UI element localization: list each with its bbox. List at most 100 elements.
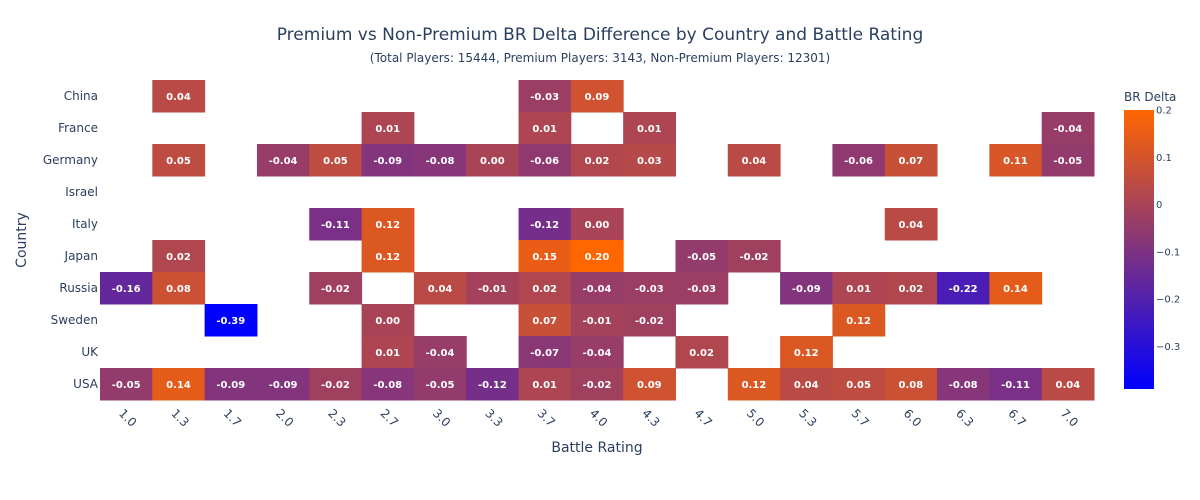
heatmap-cell [1041,368,1095,401]
cell-label: 0.00 [480,156,505,167]
y-tick-label: Germany [43,153,98,167]
heatmap-cell [937,272,990,305]
heatmap-cell [1041,112,1095,145]
heatmap-cell [152,80,206,113]
cell-label: 0.09 [637,380,662,391]
heatmap-cell [780,272,833,305]
cell-label: -0.09 [269,380,298,391]
heatmap-cell [570,368,624,401]
heatmap-cell [727,368,781,401]
heatmap-cell [413,144,467,177]
colorbar-title: BR Delta [1124,90,1176,104]
heatmap-cell [937,368,990,401]
cell-label: 0.04 [1055,380,1080,391]
cell-label: -0.05 [426,380,455,391]
y-tick-label: Israel [65,185,98,199]
x-tick-label: 2.7 [378,406,401,429]
x-tick-label: 1.0 [116,406,139,429]
cell-label: -0.39 [216,316,245,327]
heatmap-cell [361,336,415,369]
x-tick-label: 7.0 [1058,406,1081,429]
cell-label: 0.03 [637,156,662,167]
cell-label: 0.07 [899,156,924,167]
colorbar-ticks: 0.2 0.1 0 −0.1 −0.2 −0.3 [1156,106,1180,353]
cell-label: -0.02 [583,380,612,391]
cell-label: 0.08 [166,284,191,295]
x-tick-label: 5.3 [796,406,819,429]
heatmap-cell [727,240,781,273]
heatmap-cell [570,208,624,241]
cell-label: -0.02 [740,252,769,263]
y-tick-label: France [58,121,98,135]
cell-label: 0.04 [428,284,453,295]
x-tick-label: 4.3 [639,406,662,429]
cell-label: -0.05 [687,252,716,263]
y-tick-label: UK [81,345,99,359]
cell-label: -0.06 [530,156,559,167]
heatmap-cell [832,272,886,305]
cell-label: -0.04 [426,348,455,359]
heatmap-cell [361,240,415,273]
cell-label: -0.12 [478,380,507,391]
y-tick-label: Sweden [51,313,98,327]
cell-label: 0.05 [166,156,191,167]
heatmap-cell [623,368,676,401]
heatmap-cell [466,272,520,305]
cell-label: 0.02 [899,284,924,295]
cell-label: -0.05 [112,380,141,391]
x-tick-label: 1.3 [168,406,191,429]
cell-label: 0.12 [375,220,400,231]
x-tick-label: 4.0 [587,406,610,429]
heatmap-cell [832,304,886,337]
heatmap-cell [1041,144,1095,177]
x-tick-label: 3.3 [482,406,505,429]
cell-label: -0.02 [321,380,350,391]
cell-label: 0.04 [166,92,191,103]
colorbar-tick-label: −0.1 [1156,247,1180,258]
cell-label: 0.11 [1003,156,1028,167]
cell-label: 0.09 [585,92,610,103]
y-axis-ticks: China France Germany Israel Italy Japan Russia… [43,89,99,391]
cell-label: -0.08 [426,156,455,167]
heatmap-cell [884,368,938,401]
cell-label: 0.01 [532,380,557,391]
cell-label: 0.02 [532,284,557,295]
heatmap-cell [413,368,467,401]
cell-label: 0.01 [637,124,662,135]
chart-title: Premium vs Non-Premium BR Delta Differen… [277,25,924,45]
cell-label: 0.14 [166,380,191,391]
heatmap-cell [413,272,467,305]
cell-label: -0.07 [530,348,559,359]
heatmap-cell [466,144,520,177]
heatmap-cell [518,336,572,369]
cell-label: -0.04 [1053,124,1082,135]
cell-label: 0.01 [532,124,557,135]
heatmap-cell [570,144,624,177]
y-axis-title: Country [14,212,30,268]
cell-label: 0.04 [794,380,819,391]
heatmap-cell [152,272,206,305]
heatmap-cell [518,112,572,145]
cell-label: -0.16 [112,284,141,295]
cell-label: 0.04 [899,220,924,231]
heatmap-cell [309,208,363,241]
heatmap-cell [100,272,153,305]
cell-label: -0.12 [530,220,559,231]
x-tick-label: 5.0 [744,406,767,429]
heatmap-cell [570,272,624,305]
heatmap-cell [152,368,206,401]
cell-label: 0.15 [532,252,557,263]
cell-label: -0.09 [373,156,402,167]
heatmap-cell [256,368,310,401]
cell-label: -0.08 [373,380,402,391]
heatmap-cell [884,272,938,305]
cell-label: -0.04 [583,348,612,359]
heatmap-cell [100,368,153,401]
y-tick-label: China [64,89,98,103]
cell-label: 0.12 [375,252,400,263]
heatmap-cells: 0.04 -0.03 0.09 0.01 0.01 0.01 -0.04 0.05 -0.04 0… [100,80,1095,401]
cell-label: 0.07 [532,316,557,327]
heatmap-cell [466,368,520,401]
heatmap-cell [309,272,363,305]
x-tick-label: 4.7 [692,406,715,429]
